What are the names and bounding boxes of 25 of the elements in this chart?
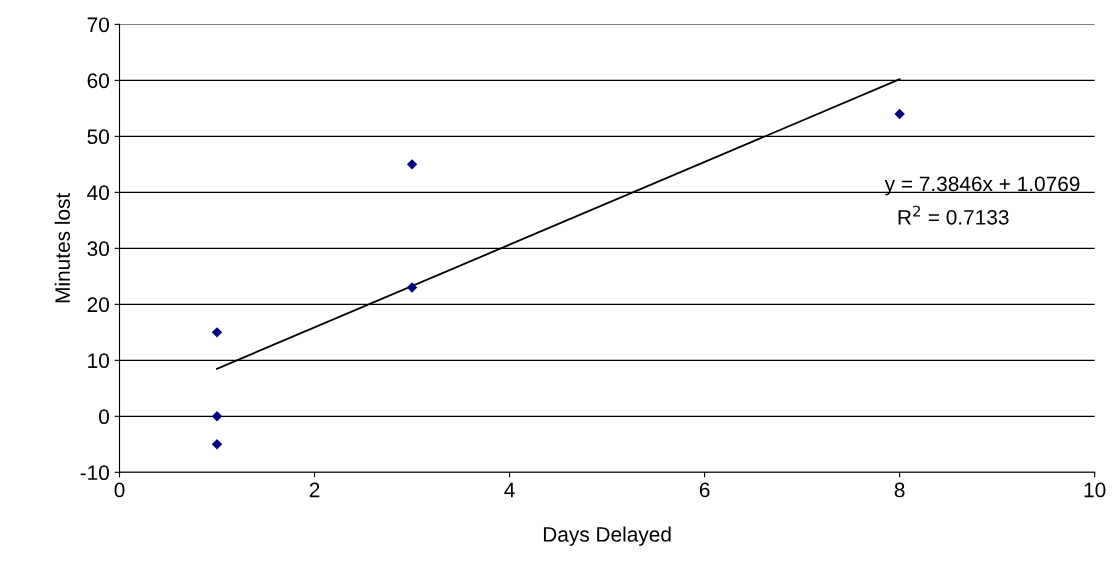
y-tick-label: 0	[99, 409, 109, 425]
x-tick-label: 4	[504, 482, 515, 498]
point	[894, 108, 905, 120]
annotation: y = 7.3846x + 1.0769	[884, 176, 1080, 196]
point	[211, 439, 223, 450]
x-tick-label: 0	[114, 482, 125, 498]
point	[406, 282, 418, 293]
y-tick-label: 30	[87, 241, 109, 257]
point	[211, 411, 223, 422]
x-tick-label: 6	[699, 482, 710, 498]
y-tick-label: 10	[88, 353, 109, 369]
y-tick-label: 40	[87, 185, 109, 201]
point	[406, 159, 418, 170]
point	[211, 327, 223, 338]
x-axis-title: Days Delayed	[543, 526, 671, 546]
x-tick-label: 8	[894, 482, 905, 498]
y-tick-label: 50	[87, 129, 109, 145]
annotation: R$^{2}$ = 0.7133	[898, 205, 1009, 225]
x-tick-label: 2	[309, 482, 320, 498]
y-tick-label: 60	[87, 73, 109, 89]
y-tick-label: -10	[80, 465, 109, 481]
y-tick-label: 70	[87, 17, 109, 33]
y-axis-title: Minutes lost	[54, 192, 71, 303]
y-tick-label: 20	[87, 297, 109, 313]
x-tick-label: 10	[1084, 482, 1106, 498]
